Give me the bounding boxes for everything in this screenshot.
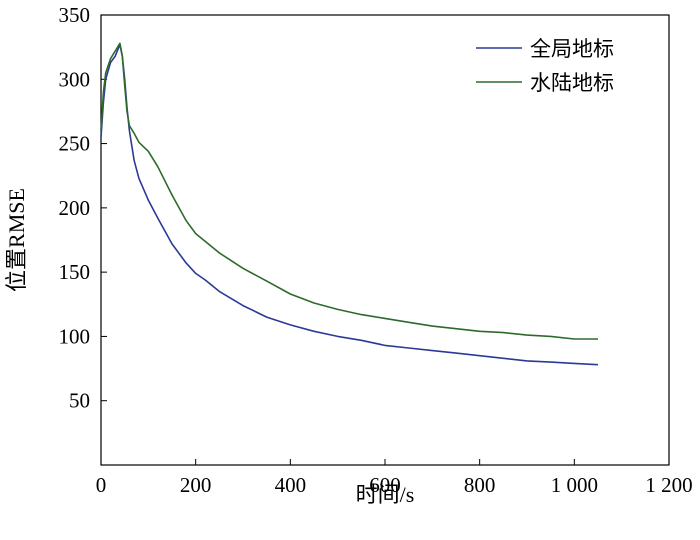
- y-tick-label: 50: [69, 389, 90, 413]
- y-tick-label: 250: [59, 132, 91, 156]
- y-tick-label: 150: [59, 260, 91, 284]
- y-tick-label: 100: [59, 324, 91, 348]
- legend-label-2: 水陆地标: [530, 71, 614, 95]
- x-tick-label: 800: [464, 473, 496, 497]
- y-axis-ticks: 50 100 150 200 250 300 350: [59, 3, 107, 413]
- x-tick-label: 0: [96, 473, 107, 497]
- series-layer: [100, 42, 599, 366]
- legend-label-1: 全局地标: [530, 37, 614, 61]
- x-tick-label: 400: [275, 473, 307, 497]
- y-tick-label: 300: [59, 67, 91, 91]
- x-tick-label: 200: [180, 473, 212, 497]
- x-tick-label: 600: [369, 473, 401, 497]
- y-tick-label: 200: [59, 196, 91, 220]
- x-tick-label: 1 200: [645, 473, 692, 497]
- y-axis-label: 位置RMSE: [4, 188, 29, 292]
- x-axis-ticks: 0 200 400 600 800 1 000 1 200: [96, 459, 693, 497]
- x-axis-label: 时间/s: [356, 482, 415, 507]
- series-line-1: [100, 43, 599, 366]
- y-tick-label: 350: [59, 3, 91, 27]
- series-line-2: [100, 42, 598, 340]
- x-tick-label: 1 000: [551, 473, 598, 497]
